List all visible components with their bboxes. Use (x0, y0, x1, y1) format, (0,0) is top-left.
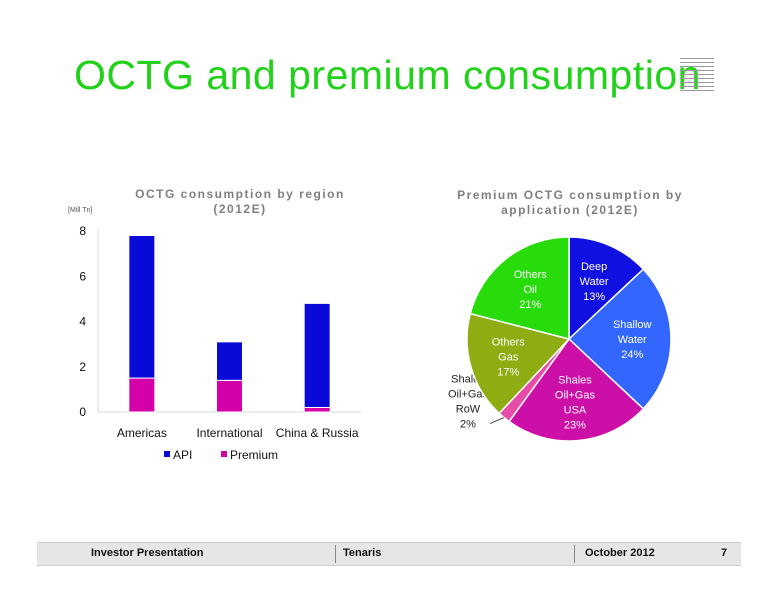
footer-divider (335, 545, 336, 563)
pie-slice-label: Water (618, 334, 647, 346)
pie-slice-label: Oil (524, 284, 537, 296)
slide-title: OCTG and premium consumption (74, 52, 701, 98)
pie-slice-label: USA (564, 404, 587, 416)
pie-slice-label: RoW (456, 404, 481, 416)
bar-segment-premium (216, 379, 243, 413)
y-tick-label: 2 (79, 360, 86, 374)
pie-slice (469, 236, 570, 340)
pie-slice (508, 337, 645, 442)
pie-slice (466, 312, 571, 415)
pie-slice-label: 13% (583, 291, 605, 303)
bar-segment-api (303, 302, 331, 408)
legend-swatch-premium (221, 451, 227, 457)
pie-slice-label: Others (492, 337, 526, 349)
pie-slice-label: Oil+Gas (448, 389, 489, 401)
footer-divider (574, 545, 575, 563)
pie-slice-label: Shales (558, 374, 592, 386)
footer-date: October 2012 (585, 547, 655, 559)
x-tick-label: International (196, 426, 262, 440)
bar-chart-unit-label: [Mill Tn] (68, 207, 93, 214)
pie-slice-label: Shallow (613, 319, 652, 331)
legend-label-api: API (173, 448, 192, 462)
footer-page-number: 7 (721, 547, 728, 559)
y-tick-label: 4 (79, 315, 86, 329)
bar-segment-premium (128, 377, 156, 413)
pie-slice-label: 23% (564, 419, 586, 431)
pie-slice-label: Gas (498, 352, 519, 364)
pie-slice-label: Deep (581, 261, 607, 273)
x-tick-label: China & Russia (276, 426, 359, 440)
pie-slice-label: 21% (519, 299, 541, 311)
bar-segment-api (128, 235, 156, 379)
pie-slice-label: 2% (460, 419, 476, 431)
pie-slice-label: Oil+Gas (555, 389, 596, 401)
y-tick-label: 8 (79, 224, 86, 238)
footer-bar: Investor Presentation Tenaris October 20… (37, 542, 741, 566)
legend-label-premium: Premium (230, 448, 278, 462)
footer-company-label: Tenaris (343, 547, 382, 559)
pie-leader-line (489, 417, 505, 425)
tenaris-logo-lines-icon (680, 58, 714, 94)
bar-chart-title: OCTG consumption by region (2012E) (135, 187, 345, 216)
pie-slice-label: Water (580, 276, 609, 288)
pie-slice (567, 268, 672, 410)
pie-slice-label: Others (514, 269, 548, 281)
bar-segment-api (216, 341, 243, 381)
x-tick-label: Americas (117, 426, 167, 440)
footer-presentation-label: Investor Presentation (91, 547, 204, 559)
bar-segment-premium (303, 406, 331, 413)
y-tick-label: 0 (79, 405, 86, 419)
pie-slice-label: 17% (497, 367, 519, 379)
pie-chart-title: Premium OCTG consumption by application … (457, 188, 683, 217)
legend-swatch-api (164, 451, 170, 457)
pie-slice-label: 24% (621, 349, 643, 361)
pie-slice (568, 236, 645, 341)
y-tick-label: 6 (79, 269, 86, 283)
